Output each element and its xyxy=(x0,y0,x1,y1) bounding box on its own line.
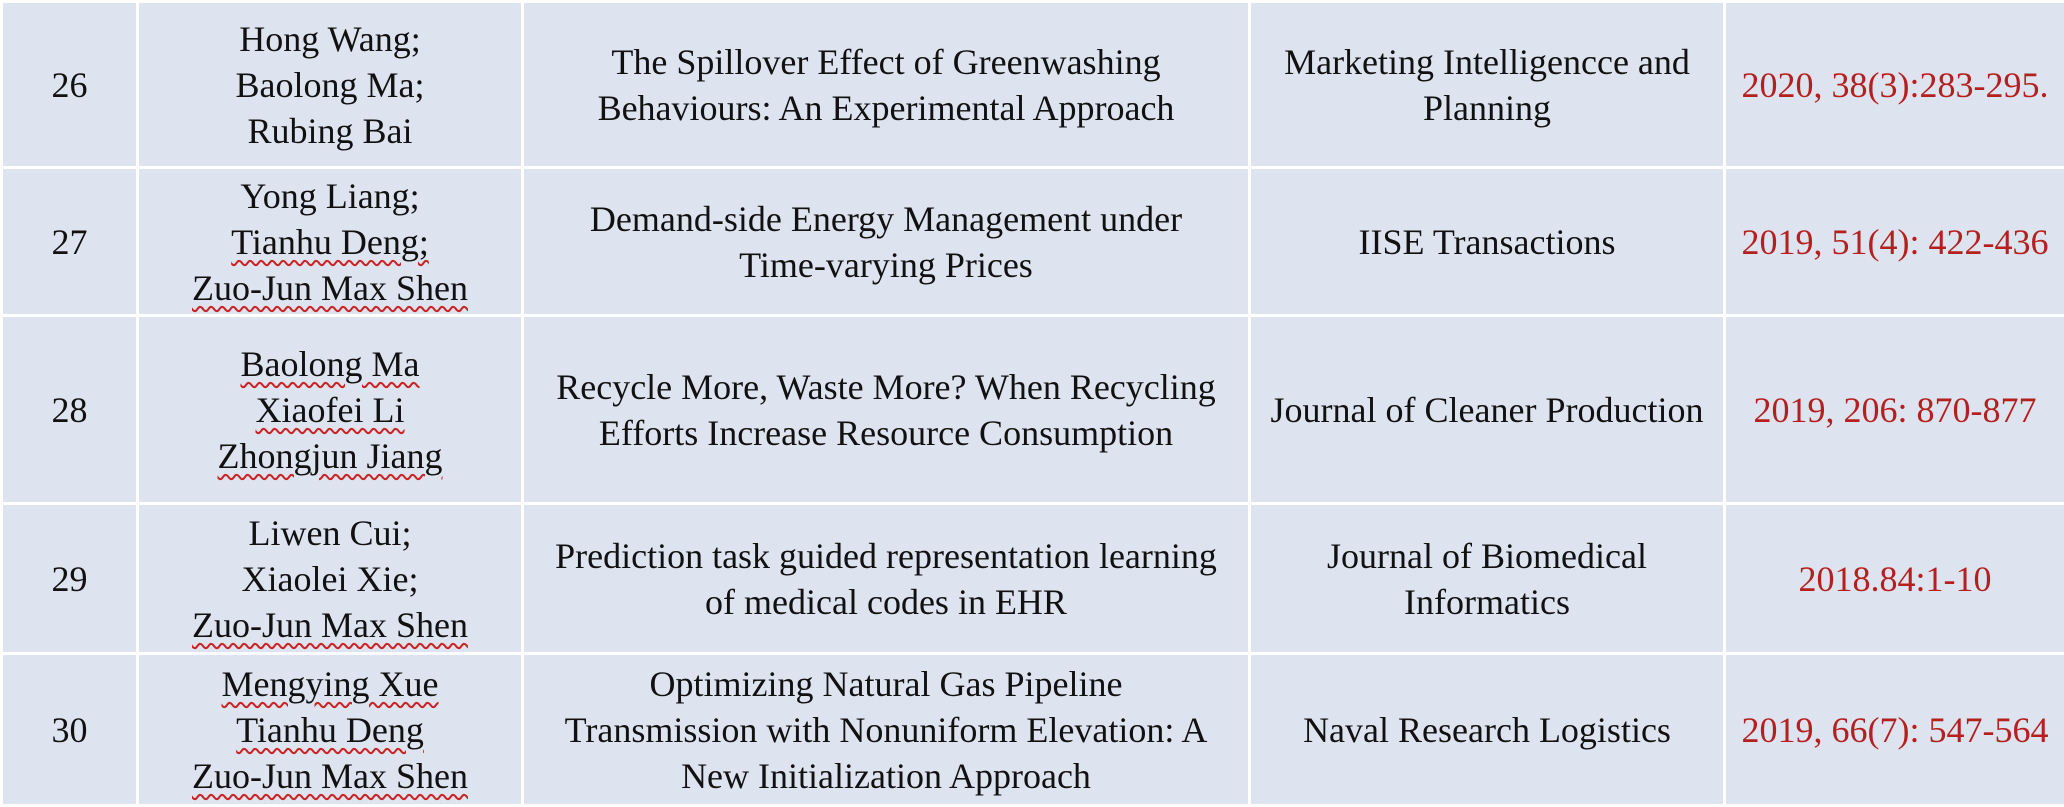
author-name: Xiaofei Li xyxy=(139,387,521,433)
title-cell: Optimizing Natural Gas Pipeline Transmis… xyxy=(523,654,1250,806)
title-line: The Spillover Effect of Greenwashing xyxy=(524,39,1248,85)
author-name: Zuo-Jun Max Shen xyxy=(139,265,521,311)
journal-line: Naval Research Logistics xyxy=(1251,707,1723,753)
title-line: Time-varying Prices xyxy=(524,242,1248,288)
author-name: Baolong Ma; xyxy=(139,62,521,108)
row-number: 27 xyxy=(2,168,138,316)
journal-cell: Marketing Intelligencce and Planning xyxy=(1250,2,1725,168)
author-name: Tianhu Deng xyxy=(139,707,521,753)
journal-cell: Naval Research Logistics xyxy=(1250,654,1725,806)
title-line: New Initialization Approach xyxy=(524,753,1248,799)
reference-cell: 2019, 66(7): 547-564 xyxy=(1725,654,2064,806)
journal-line: Informatics xyxy=(1251,579,1723,625)
spellcheck-underline[interactable]: Zuo-Jun Max Shen xyxy=(192,605,468,645)
row-number: 30 xyxy=(2,654,138,806)
authors-cell: Hong Wang; Baolong Ma; Rubing Bai xyxy=(138,2,523,168)
spellcheck-underline[interactable]: Zhongjun Jiang xyxy=(218,436,443,476)
reference-cell: 2018.84:1-10 xyxy=(1725,504,2064,654)
journal-line: Planning xyxy=(1251,85,1723,131)
row-number: 26 xyxy=(2,2,138,168)
author-name: Baolong Ma xyxy=(139,341,521,387)
reference-cell: 2019, 206: 870-877 xyxy=(1725,316,2064,504)
author-name: Hong Wang; xyxy=(139,16,521,62)
title-line: Behaviours: An Experimental Approach xyxy=(524,85,1248,131)
author-name: Mengying Xue xyxy=(139,661,521,707)
journal-cell: IISE Transactions xyxy=(1250,168,1725,316)
title-line: Recycle More, Waste More? When Recycling xyxy=(524,364,1248,410)
reference-cell: 2020, 38(3):283-295. xyxy=(1725,2,2064,168)
author-name: Zhongjun Jiang xyxy=(139,433,521,479)
title-line: of medical codes in EHR xyxy=(524,579,1248,625)
spellcheck-underline[interactable]: Tianhu Deng xyxy=(236,710,424,750)
author-name: Rubing Bai xyxy=(139,108,521,154)
reference-cell: 2019, 51(4): 422-436 xyxy=(1725,168,2064,316)
title-cell: Prediction task guided representation le… xyxy=(523,504,1250,654)
row-number: 28 xyxy=(2,316,138,504)
table-row: 30 Mengying Xue Tianhu Deng Zuo-Jun Max … xyxy=(2,654,2064,806)
spellcheck-underline[interactable]: Baolong Ma xyxy=(241,344,420,384)
title-cell: The Spillover Effect of Greenwashing Beh… xyxy=(523,2,1250,168)
authors-cell: Yong Liang; Tianhu Deng; Zuo-Jun Max She… xyxy=(138,168,523,316)
author-name: Xiaolei Xie; xyxy=(139,556,521,602)
title-line: Optimizing Natural Gas Pipeline xyxy=(524,661,1248,707)
table-row: 28 Baolong Ma Xiaofei Li Zhongjun Jiang … xyxy=(2,316,2064,504)
title-line: Demand-side Energy Management under xyxy=(524,196,1248,242)
spellcheck-underline[interactable]: Mengying Xue xyxy=(222,664,439,704)
journal-line: IISE Transactions xyxy=(1251,219,1723,265)
title-line: Prediction task guided representation le… xyxy=(524,533,1248,579)
journal-line: Marketing Intelligencce and xyxy=(1251,39,1723,85)
row-number: 29 xyxy=(2,504,138,654)
author-name: Tianhu Deng; xyxy=(139,219,521,265)
title-line: Transmission with Nonuniform Elevation: … xyxy=(524,707,1248,753)
author-name: Zuo-Jun Max Shen xyxy=(139,602,521,648)
title-cell: Demand-side Energy Management under Time… xyxy=(523,168,1250,316)
spellcheck-underline[interactable]: Xiaofei Li xyxy=(256,390,405,430)
spellcheck-underline[interactable]: Zuo-Jun Max Shen xyxy=(192,268,468,308)
journal-line: Journal of Cleaner Production xyxy=(1251,387,1723,433)
table-row: 27 Yong Liang; Tianhu Deng; Zuo-Jun Max … xyxy=(2,168,2064,316)
spellcheck-underline[interactable]: Tianhu Deng; xyxy=(231,222,429,262)
authors-cell: Liwen Cui; Xiaolei Xie; Zuo-Jun Max Shen xyxy=(138,504,523,654)
journal-cell: Journal of Biomedical Informatics xyxy=(1250,504,1725,654)
authors-cell: Mengying Xue Tianhu Deng Zuo-Jun Max She… xyxy=(138,654,523,806)
journal-cell: Journal of Cleaner Production xyxy=(1250,316,1725,504)
author-name: Yong Liang; xyxy=(139,173,521,219)
title-line: Efforts Increase Resource Consumption xyxy=(524,410,1248,456)
journal-line: Journal of Biomedical xyxy=(1251,533,1723,579)
table-row: 26 Hong Wang; Baolong Ma; Rubing Bai The… xyxy=(2,2,2064,168)
author-name: Zuo-Jun Max Shen xyxy=(139,753,521,799)
table-row: 29 Liwen Cui; Xiaolei Xie; Zuo-Jun Max S… xyxy=(2,504,2064,654)
authors-cell: Baolong Ma Xiaofei Li Zhongjun Jiang xyxy=(138,316,523,504)
title-cell: Recycle More, Waste More? When Recycling… xyxy=(523,316,1250,504)
spellcheck-underline[interactable]: Zuo-Jun Max Shen xyxy=(192,756,468,796)
author-name: Liwen Cui; xyxy=(139,510,521,556)
